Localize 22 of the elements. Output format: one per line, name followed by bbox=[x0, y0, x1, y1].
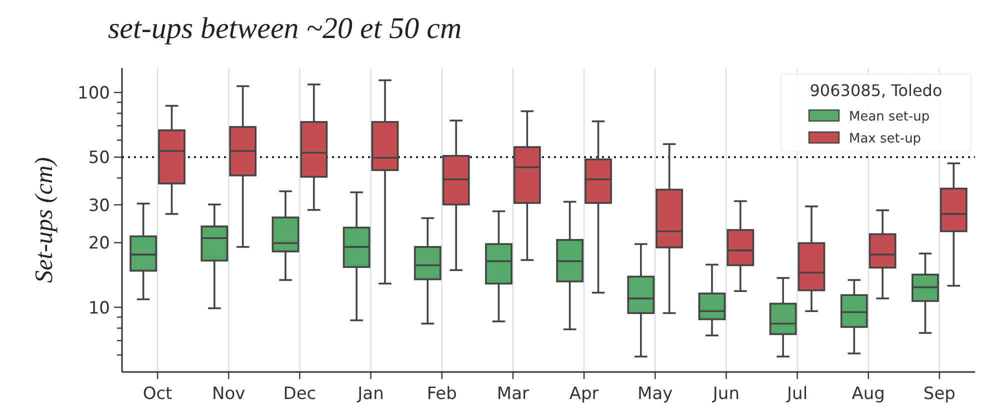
x-tick-label: Oct bbox=[142, 384, 173, 404]
legend-title: 9063085, Toledo bbox=[810, 81, 942, 100]
y-tick-label: 30 bbox=[88, 196, 110, 216]
x-tick-label: Feb bbox=[426, 384, 457, 404]
x-tick-label: Sep bbox=[923, 384, 956, 404]
legend-label: Max set-up bbox=[849, 132, 922, 147]
y-tick-label: 100 bbox=[78, 83, 110, 104]
x-tick-label: Dec bbox=[283, 384, 316, 404]
x-tick-label: Nov bbox=[212, 384, 246, 404]
x-tick-label: Mar bbox=[496, 384, 530, 404]
x-tick-label: Aug bbox=[852, 384, 885, 404]
y-axis-title: Set-ups (cm) bbox=[31, 157, 58, 283]
x-tick-label: Jan bbox=[356, 384, 384, 404]
y-tick-label: 10 bbox=[88, 298, 110, 318]
x-tick-label: Jul bbox=[786, 384, 808, 404]
legend-label: Mean set-up bbox=[849, 110, 930, 125]
x-tick-label: May bbox=[638, 384, 673, 404]
x-tick-label: Jun bbox=[712, 384, 740, 404]
y-tick-label: 20 bbox=[88, 234, 110, 254]
x-tick-label: Apr bbox=[569, 384, 599, 404]
y-tick-label: 50 bbox=[88, 148, 110, 168]
chart-title: set-ups between ~20 et 50 cm bbox=[108, 12, 462, 45]
